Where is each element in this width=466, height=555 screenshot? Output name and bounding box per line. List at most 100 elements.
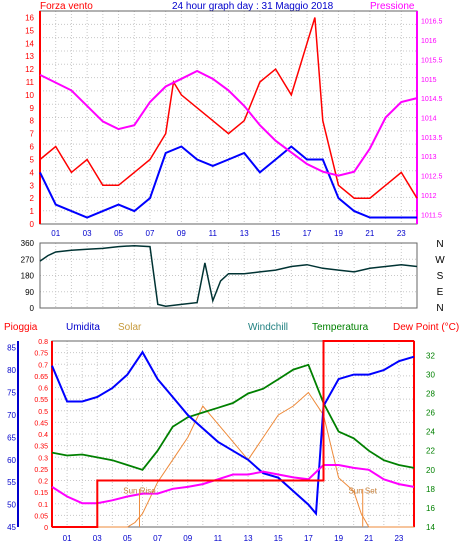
rain-y-tick-label: 0.05 [34, 513, 48, 520]
weather-x-tick-label: 09 [183, 534, 192, 543]
rain-y-tick-label: 0.55 [34, 397, 48, 404]
pressure-y-tick-label: 1015 [421, 77, 437, 84]
direction-panel-frame [39, 242, 418, 309]
wind-y-tick-label: 3 [30, 181, 35, 190]
wind-x-tick-label: 07 [146, 229, 155, 238]
weather-x-tick-label: 05 [123, 534, 132, 543]
wind-y-tick-label: 15 [25, 26, 34, 35]
humidity-y-tick-label: 85 [7, 344, 16, 353]
wind-x-tick-label: 13 [240, 229, 249, 238]
series-temperature [51, 363, 415, 471]
humidity-y-tick-label: 50 [7, 501, 16, 510]
series-wind-avg [39, 145, 417, 219]
compass-label: N [436, 239, 443, 250]
rain-y-tick-label: 0.7 [38, 362, 48, 369]
wind-panel-bg [40, 11, 417, 224]
temp-y-tick-label: 24 [426, 428, 435, 437]
weather-x-tick-label: 03 [93, 534, 102, 543]
weather-x-tick-label: 17 [304, 534, 313, 543]
rain-y-tick-label: 0.45 [34, 420, 48, 427]
wind-y-tick-label: 1 [30, 207, 35, 216]
wind-x-tick-label: 05 [114, 229, 123, 238]
humidity-y-tick-label: 60 [7, 456, 16, 465]
humidity-axis-title: Umidita [66, 322, 100, 333]
solar-axis-title: Solar [118, 322, 142, 333]
temp-y-tick-label: 22 [426, 447, 435, 456]
pressure-y-tick-label: 1013 [421, 154, 437, 161]
weather-x-tick-label: 19 [334, 534, 343, 543]
weather-x-tick-label: 23 [394, 534, 403, 543]
wind-x-tick-label: 17 [303, 229, 312, 238]
weather-x-tick-label: 13 [244, 534, 253, 543]
direction-y-tick-label: 270 [21, 255, 35, 264]
weather-x-tick-label: 07 [153, 534, 162, 543]
humidity-y-tick-label: 80 [7, 366, 16, 375]
wind-y-tick-label: 9 [30, 104, 35, 113]
wind-x-tick-label: 01 [51, 229, 60, 238]
wind-x-tick-label: 11 [209, 229, 218, 238]
pressure-y-tick-label: 1014 [421, 116, 437, 123]
pressure-y-tick-label: 1015.5 [421, 57, 443, 64]
wind-y-tick-label: 0 [30, 220, 35, 229]
pressure-y-tick-label: 1014.5 [421, 96, 443, 103]
rain-y-tick-label: 0.1 [38, 502, 48, 509]
wind-y-tick-label: 2 [30, 194, 35, 203]
weather-x-tick-label: 11 [214, 534, 223, 543]
wind-y-tick-label: 16 [25, 13, 34, 22]
temp-y-tick-label: 28 [426, 389, 435, 398]
temp-y-tick-label: 32 [426, 351, 435, 360]
pressure-y-tick-label: 1016.5 [421, 19, 443, 26]
rain-y-tick-label: 0.75 [34, 351, 48, 358]
weather-x-tick-label: 01 [63, 534, 72, 543]
humidity-y-tick-label: 45 [7, 523, 16, 532]
wind-y-tick-label: 5 [30, 155, 35, 164]
wind-y-tick-label: 4 [30, 168, 35, 177]
rain-axis-title: Pioggia [4, 322, 38, 333]
temp-y-tick-label: 16 [426, 504, 435, 513]
direction-y-tick-label: 90 [25, 288, 34, 297]
rain-y-tick-label: 0 [44, 525, 48, 532]
wind-y-tick-label: 13 [25, 52, 34, 61]
wind-x-tick-label: 19 [334, 229, 343, 238]
compass-label: W [435, 255, 445, 266]
wind-y-tick-label: 7 [30, 130, 35, 139]
series-dewpoint [51, 464, 415, 505]
rain-y-tick-label: 0.5 [38, 409, 48, 416]
wind-x-tick-label: 21 [365, 229, 374, 238]
compass-label: N [436, 303, 443, 314]
weather-x-tick-label: 21 [364, 534, 373, 543]
weather-x-tick-label: 15 [274, 534, 283, 543]
direction-y-tick-label: 360 [21, 239, 35, 248]
windchill-axis-title: Windchill [248, 322, 288, 333]
rain-y-tick-label: 0.65 [34, 374, 48, 381]
pressure-axis-title: Pressione [370, 1, 415, 12]
pressure-y-tick-label: 1013.5 [421, 135, 443, 142]
wind-y-tick-label: 6 [30, 143, 35, 152]
series-wind-direction [39, 244, 418, 307]
wind-y-tick-label: 14 [25, 39, 34, 48]
pressure-y-tick-label: 1011.5 [421, 212, 442, 219]
series-rain [52, 340, 414, 528]
sun-rise-label: Sun Rise [123, 486, 156, 495]
dewpoint-axis-title: Dew Point (°C) [393, 322, 459, 333]
rain-y-tick-label: 0.8 [38, 339, 48, 346]
sun-set-label: Sun Set [348, 486, 377, 495]
wind-axis-title: Forza vento [40, 1, 93, 12]
wind-x-tick-label: 09 [177, 229, 186, 238]
humidity-y-tick-label: 70 [7, 411, 16, 420]
rain-y-tick-label: 0.25 [34, 467, 48, 474]
humidity-y-tick-label: 65 [7, 433, 16, 442]
wind-x-tick-label: 15 [271, 229, 280, 238]
temp-y-tick-label: 20 [426, 466, 435, 475]
wind-x-tick-label: 23 [397, 229, 406, 238]
pressure-y-tick-label: 1012 [421, 193, 437, 200]
pressure-y-tick-label: 1012.5 [421, 174, 443, 181]
wind-y-tick-label: 11 [26, 78, 35, 87]
chart-title: 24 hour graph day : 31 Maggio 2018 [172, 1, 334, 12]
temperature-axis-title: Temperatura [312, 322, 369, 333]
rain-y-tick-label: 0.15 [34, 490, 48, 497]
series-pressure [39, 69, 418, 177]
wind-y-tick-label: 8 [30, 117, 35, 126]
